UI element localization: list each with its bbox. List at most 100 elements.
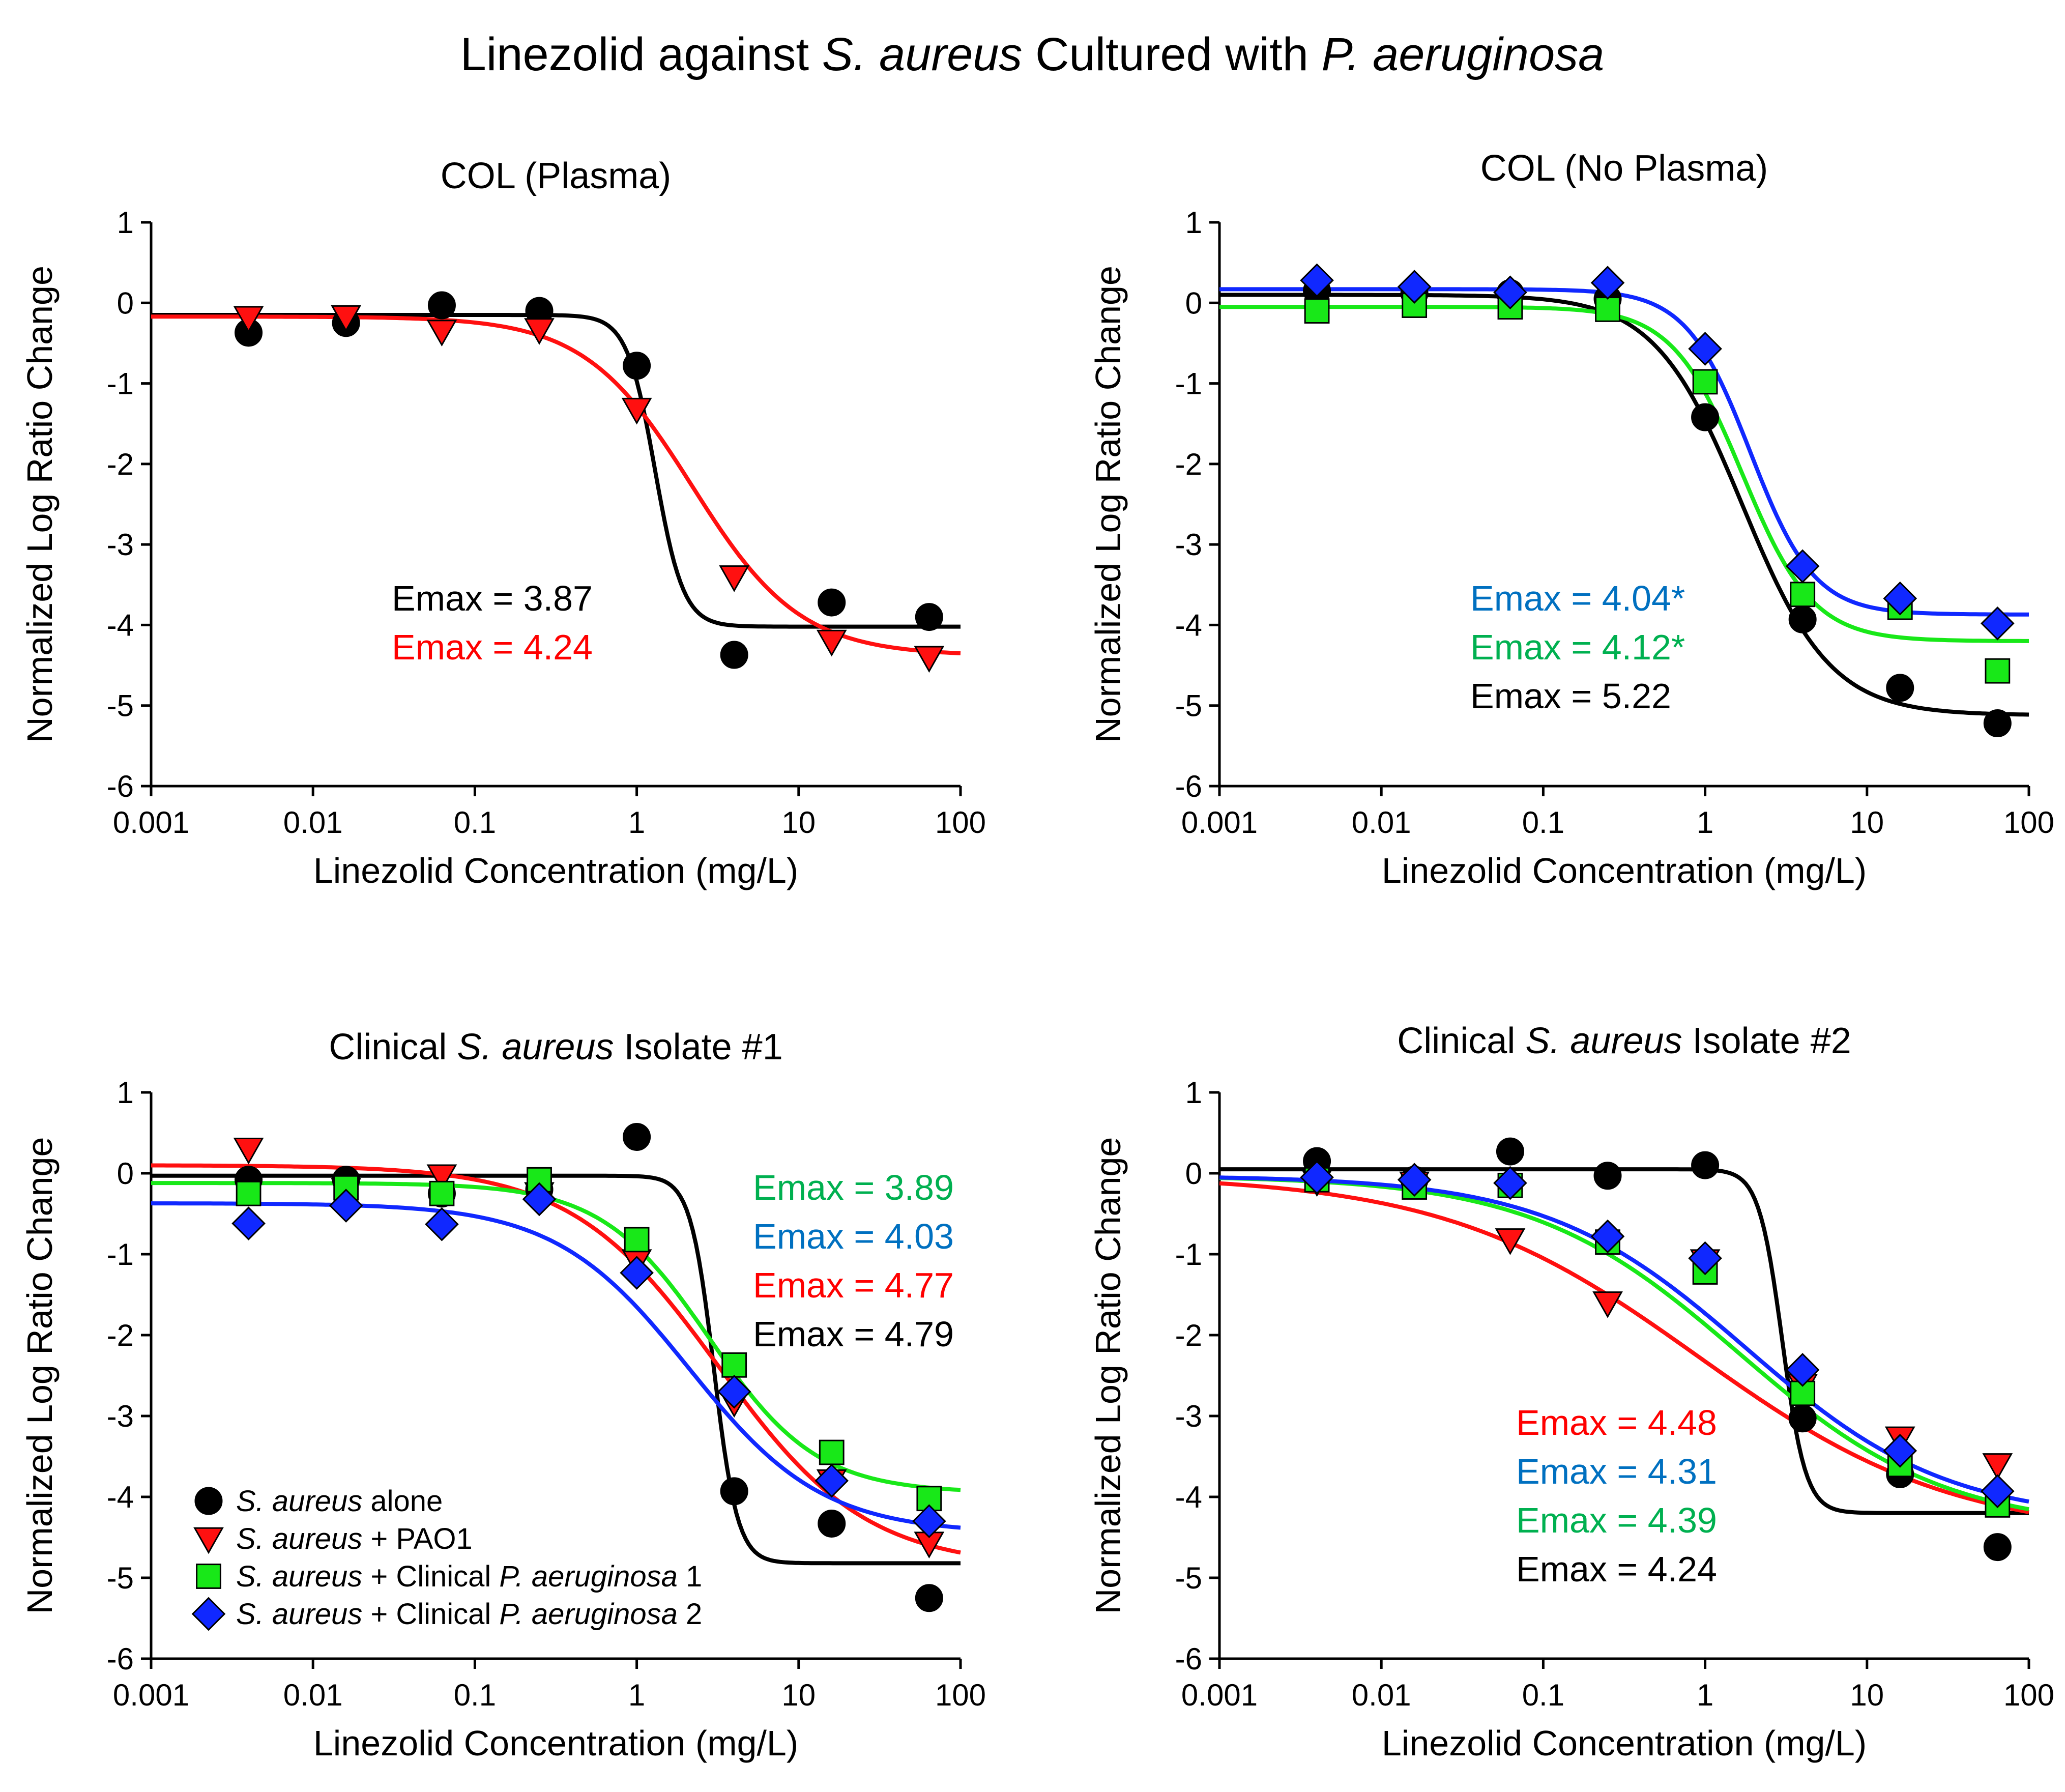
data-point-blue — [1785, 549, 1820, 584]
emax-label: Emax = 4.24 — [392, 627, 593, 667]
y-tick-label: 0 — [117, 1157, 134, 1191]
x-tick-label: 0.1 — [1522, 1678, 1564, 1712]
y-tick-label: -2 — [107, 1318, 134, 1352]
x-tick-label: 1 — [628, 805, 645, 840]
data-point-red — [1495, 1228, 1526, 1255]
data-point-black — [427, 291, 456, 320]
data-point-black — [720, 641, 748, 669]
legend-marker-red — [193, 1527, 224, 1554]
y-tick-label: -4 — [107, 1480, 134, 1514]
data-point-black — [1788, 605, 1817, 633]
data-point-green — [819, 1439, 845, 1465]
figure-title-species-1: S. aureus — [822, 28, 1023, 80]
data-point-red — [621, 397, 652, 425]
legend-item: S. aureus + PAO1 — [193, 1522, 473, 1555]
data-point-black — [1983, 1533, 2012, 1562]
data-point-blue — [1300, 1160, 1334, 1195]
x-axis-label: Linezolid Concentration (mg/L) — [313, 851, 798, 890]
data-point-blue — [1397, 1163, 1432, 1197]
y-tick-label: -3 — [1175, 528, 1202, 562]
legend-label: S. aureus + PAO1 — [236, 1522, 473, 1555]
x-tick-label: 1 — [1697, 1678, 1713, 1712]
data-point-black — [720, 1477, 748, 1506]
data-point-blue — [1883, 1434, 1917, 1468]
y-tick-label: -2 — [1175, 447, 1202, 481]
data-point-black — [1788, 1404, 1817, 1433]
data-point-black — [1983, 709, 2012, 738]
emax-label: Emax = 5.22 — [1470, 676, 1671, 716]
x-tick-label: 0.1 — [454, 805, 496, 840]
figure-title: Linezolid against S. aureus Cultured wit… — [460, 28, 1605, 80]
data-point-green — [624, 1227, 650, 1253]
data-point-blue — [1590, 1219, 1625, 1254]
panel-title: COL (No Plasma) — [1480, 148, 1768, 189]
panel-title: Clinical S. aureus Isolate #1 — [329, 1027, 783, 1067]
emax-label: Emax = 4.77 — [753, 1265, 954, 1305]
chart-panel-4: Clinical S. aureus Isolate #210-1-2-3-4-… — [1088, 1021, 2054, 1763]
y-tick-label: -3 — [107, 1399, 134, 1433]
data-point-blue — [620, 1256, 654, 1290]
legend-label: S. aureus + Clinical P. aeruginosa 1 — [236, 1560, 702, 1593]
x-tick-label: 10 — [781, 805, 816, 840]
x-tick-label: 10 — [1850, 805, 1884, 840]
fit-curve-red — [151, 314, 961, 655]
data-point-red — [233, 306, 264, 333]
y-tick-label: -6 — [1175, 1642, 1202, 1676]
data-point-black — [915, 1584, 943, 1612]
data-point-blue — [1981, 1474, 2015, 1509]
data-point-blue — [1688, 1241, 1722, 1276]
data-point-green — [429, 1180, 455, 1206]
x-tick-label: 10 — [1850, 1678, 1884, 1712]
x-tick-label: 1 — [628, 1678, 645, 1712]
chart-panel-1: COL (Plasma)10-1-2-3-4-5-60.001 0.01 0.1 1 1… — [20, 156, 986, 890]
data-point-red — [426, 320, 457, 347]
data-point-black — [1691, 403, 1720, 431]
x-tick-label: 0.001 — [113, 805, 189, 840]
y-tick-label: -2 — [107, 447, 134, 481]
fit-curve-blue — [151, 1201, 961, 1530]
legend-item: S. aureus + Clinical P. aeruginosa 2 — [191, 1597, 702, 1631]
y-axis-label: Normalized Log Ratio Change — [20, 1137, 60, 1614]
data-point-red — [914, 646, 945, 673]
x-tick-label: 0.01 — [1352, 1678, 1411, 1712]
emax-label: Emax = 4.48 — [1516, 1403, 1717, 1442]
emax-label: Emax = 3.87 — [392, 579, 593, 618]
data-point-black — [1691, 1151, 1720, 1179]
legend-label: S. aureus + Clinical P. aeruginosa 2 — [236, 1598, 702, 1631]
data-point-red — [1592, 1291, 1623, 1318]
data-point-blue — [1590, 266, 1625, 300]
data-point-green — [1790, 582, 1816, 608]
data-point-red — [524, 318, 555, 345]
figure-title-middle: Cultured with — [1022, 28, 1321, 80]
data-point-blue — [1981, 606, 2015, 641]
fit-curve-black — [1219, 293, 2029, 717]
data-point-black — [623, 352, 651, 380]
emax-label: Emax = 4.79 — [753, 1314, 954, 1354]
data-point-black — [1886, 674, 1914, 702]
data-point-black — [818, 588, 846, 617]
y-tick-label: -3 — [1175, 1399, 1202, 1433]
figure-title-prefix: Linezolid against — [460, 28, 822, 80]
fit-curve-green — [1219, 305, 2029, 643]
data-point-red — [233, 1138, 264, 1165]
data-point-green — [1304, 298, 1330, 324]
chart-panel-2: COL (No Plasma)10-1-2-3-4-5-60.001 0.01 0.… — [1088, 148, 2054, 890]
y-axis-label: Normalized Log Ratio Change — [1088, 266, 1128, 743]
legend-label: S. aureus alone — [236, 1485, 443, 1518]
x-axis-label: Linezolid Concentration (mg/L) — [1382, 851, 1867, 890]
data-point-red — [331, 305, 362, 332]
data-point-red — [426, 1164, 457, 1192]
data-point-blue — [1493, 1166, 1527, 1200]
data-point-red — [816, 629, 847, 657]
x-tick-label: 0.001 — [1181, 805, 1258, 840]
y-tick-label: -2 — [1175, 1318, 1202, 1352]
panel-title: COL (Plasma) — [441, 156, 671, 196]
data-point-green — [236, 1180, 261, 1206]
panel-title-prefix: Clinical — [1397, 1021, 1525, 1061]
data-point-green — [721, 1352, 747, 1378]
y-tick-label: 0 — [117, 286, 134, 320]
y-tick-label: -5 — [1175, 689, 1202, 723]
emax-label: Emax = 3.89 — [753, 1168, 954, 1207]
x-tick-label: 0.001 — [113, 1678, 189, 1712]
